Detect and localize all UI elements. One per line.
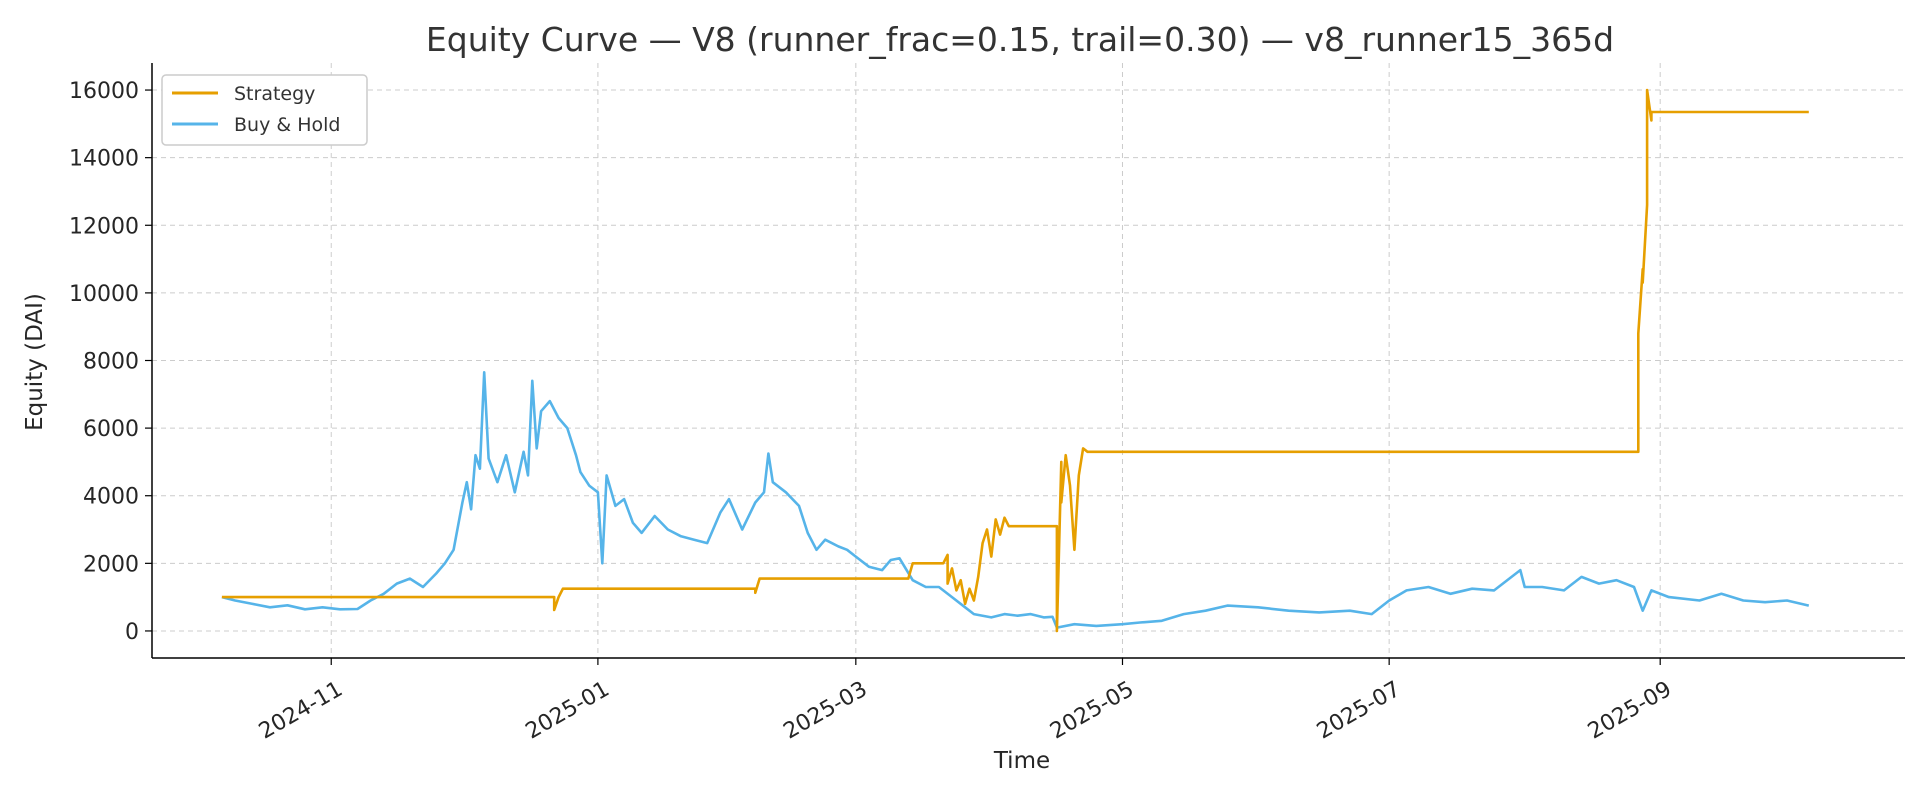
y-tick-label: 0 — [125, 620, 139, 645]
y-axis-label: Equity (DAI) — [22, 293, 48, 431]
x-tick-label: 2025-01 — [522, 677, 614, 745]
legend-label-buy-hold: Buy & Hold — [234, 114, 340, 136]
grid — [152, 63, 1905, 658]
y-tick-label: 14000 — [69, 147, 139, 172]
legend-label-strategy: Strategy — [234, 83, 315, 105]
legend: Strategy Buy & Hold — [161, 74, 368, 146]
y-tick-label: 16000 — [69, 79, 139, 104]
chart-title: Equity Curve — V8 (runner_frac=0.15, tra… — [426, 20, 1614, 59]
x-tick-label: 2025-07 — [1313, 677, 1405, 745]
y-tick-label: 4000 — [83, 485, 139, 510]
x-axis-label: Time — [993, 748, 1050, 774]
axes — [145, 63, 1905, 665]
x-tick-label: 2025-09 — [1584, 677, 1676, 745]
series-layer — [221, 88, 1810, 633]
y-tick-label: 12000 — [69, 214, 139, 239]
series-line-buy-hold — [221, 370, 1810, 629]
y-tick-label: 10000 — [69, 282, 139, 307]
x-tick-label: 2025-05 — [1046, 677, 1138, 745]
y-tick-label: 2000 — [83, 552, 139, 577]
x-tick-label: 2025-03 — [780, 677, 872, 745]
tick-labels: 0 2000 4000 6000 8000 10000 12000 14000 16000 202… — [69, 79, 1676, 744]
y-tick-label: 6000 — [83, 417, 139, 442]
y-tick-label: 8000 — [83, 350, 139, 375]
series-line-strategy — [221, 88, 1809, 633]
x-tick-label: 2024-11 — [255, 677, 347, 745]
